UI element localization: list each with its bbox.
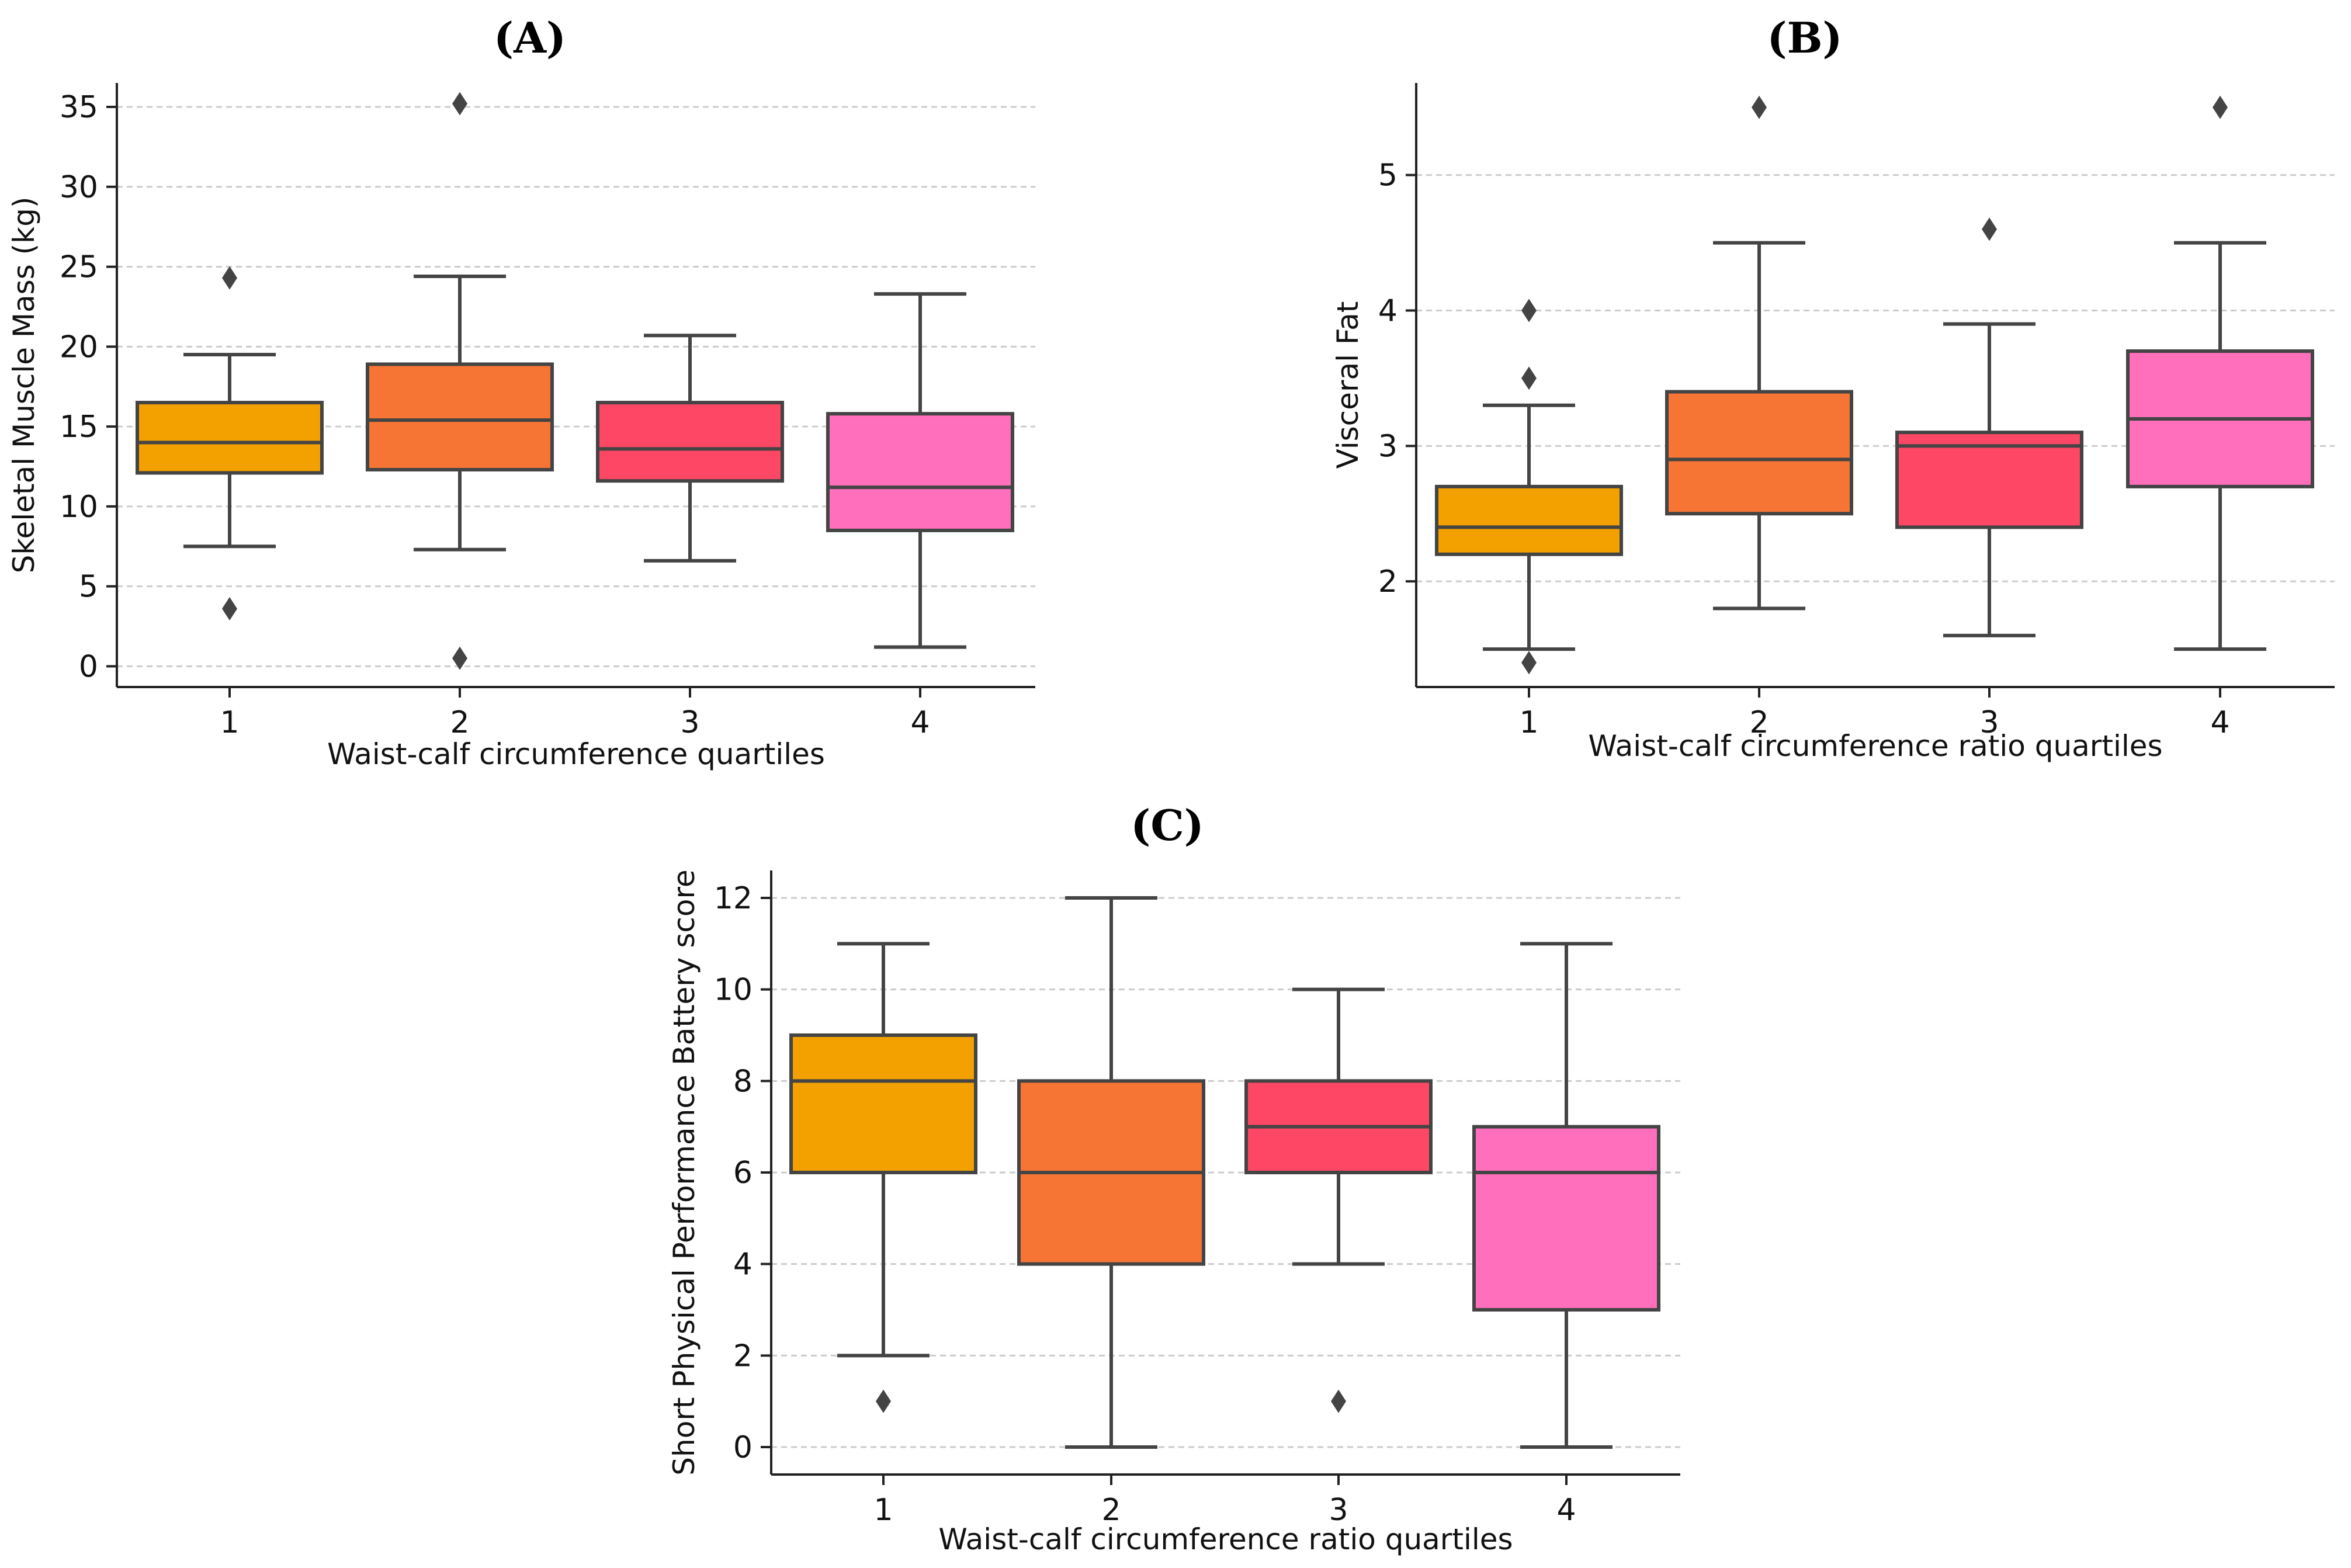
x-tick-label: 4 <box>910 705 930 740</box>
x-tick-label: 1 <box>220 705 239 740</box>
box-2 <box>1665 95 1853 610</box>
outlier-point <box>222 266 237 290</box>
y-tick-label: 6 <box>733 1156 753 1191</box>
box-body <box>136 401 324 475</box>
box-body <box>1895 431 2083 529</box>
box-body <box>1435 484 1623 556</box>
x-tick-label: 3 <box>1329 1493 1348 1528</box>
y-tick-label: 25 <box>60 250 98 285</box>
box-3 <box>1895 217 2083 637</box>
outlier-point <box>2213 95 2228 119</box>
box-4 <box>826 292 1014 649</box>
y-tick-label: 15 <box>60 410 98 445</box>
y-axis-label: Short Physical Performance Battery score <box>667 869 701 1475</box>
y-axis-label: Visceral Fat <box>1331 301 1365 469</box>
box-3 <box>1244 987 1433 1413</box>
y-tick-label: 2 <box>733 1338 753 1373</box>
box-body <box>1665 390 1853 516</box>
y-tick-label: 10 <box>714 973 753 1008</box>
x-tick-label: 2 <box>1101 1493 1121 1528</box>
box-3 <box>596 334 784 563</box>
x-axis-label: Waist-calf circumference quartiles <box>327 737 825 771</box>
y-axis-label: Skeletal Muscle Mass (kg) <box>7 197 41 574</box>
x-tick-label: 1 <box>1519 705 1538 740</box>
box-1 <box>136 266 324 620</box>
y-tick-label: 20 <box>60 329 98 365</box>
box-4 <box>1472 942 1660 1449</box>
x-tick-label: 2 <box>450 705 469 740</box>
outlier-point <box>452 646 467 670</box>
x-tick-label: 3 <box>680 705 699 740</box>
y-tick-label: 5 <box>1378 158 1398 193</box>
box-2 <box>1017 896 1205 1449</box>
outlier-point <box>1331 1389 1346 1413</box>
y-tick-label: 12 <box>714 881 753 916</box>
x-tick-label: 4 <box>1556 1493 1576 1528</box>
panel-b: 2 3 4 5 1 2 3 4 Waist-calf circumference ratio q… <box>1331 13 2335 763</box>
box-body <box>789 1033 977 1174</box>
box-body <box>826 412 1014 532</box>
outlier-point <box>1752 95 1767 119</box>
outlier-point <box>1982 217 1997 241</box>
box-1 <box>1435 299 1623 675</box>
box-body <box>1472 1125 1660 1312</box>
outlier-point <box>876 1389 891 1413</box>
outlier-point <box>222 596 237 620</box>
y-tick-label: 5 <box>79 570 98 605</box>
outlier-point <box>1521 299 1537 322</box>
panel-title: (A) <box>494 13 566 63</box>
x-axis-label: Waist-calf circumference ratio quartiles <box>1588 729 2162 763</box>
x-tick-label: 2 <box>1749 705 1769 740</box>
box-1 <box>789 942 977 1413</box>
outlier-point <box>1521 366 1537 390</box>
box-2 <box>366 92 554 670</box>
y-tick-label: 0 <box>733 1430 753 1465</box>
x-tick-label: 3 <box>1979 705 1999 740</box>
y-tick-label: 3 <box>1378 429 1398 464</box>
y-tick-label: 10 <box>60 490 98 525</box>
y-tick-label: 2 <box>1378 564 1398 599</box>
panel-a: 0 5 10 15 20 25 30 35 1 2 3 4 Waist-calf circumferen… <box>7 13 1035 771</box>
outlier-point <box>1521 651 1537 675</box>
box-4 <box>2126 95 2314 651</box>
y-tick-label: 4 <box>1378 293 1398 328</box>
x-axis-label: Waist-calf circumference ratio quartiles <box>938 1522 1513 1556</box>
y-tick-label: 30 <box>60 170 98 205</box>
panel-title: (C) <box>1131 800 1204 850</box>
y-tick-label: 35 <box>60 90 98 125</box>
x-tick-label: 1 <box>873 1493 893 1528</box>
panel-title: (B) <box>1767 13 1843 63</box>
box-body <box>366 362 554 471</box>
y-tick-label: 0 <box>79 649 98 684</box>
x-tick-label: 4 <box>2210 705 2229 740</box>
outlier-point <box>452 92 467 116</box>
y-tick-label: 4 <box>733 1247 753 1282</box>
box-body <box>596 401 784 483</box>
y-tick-label: 8 <box>733 1064 753 1099</box>
